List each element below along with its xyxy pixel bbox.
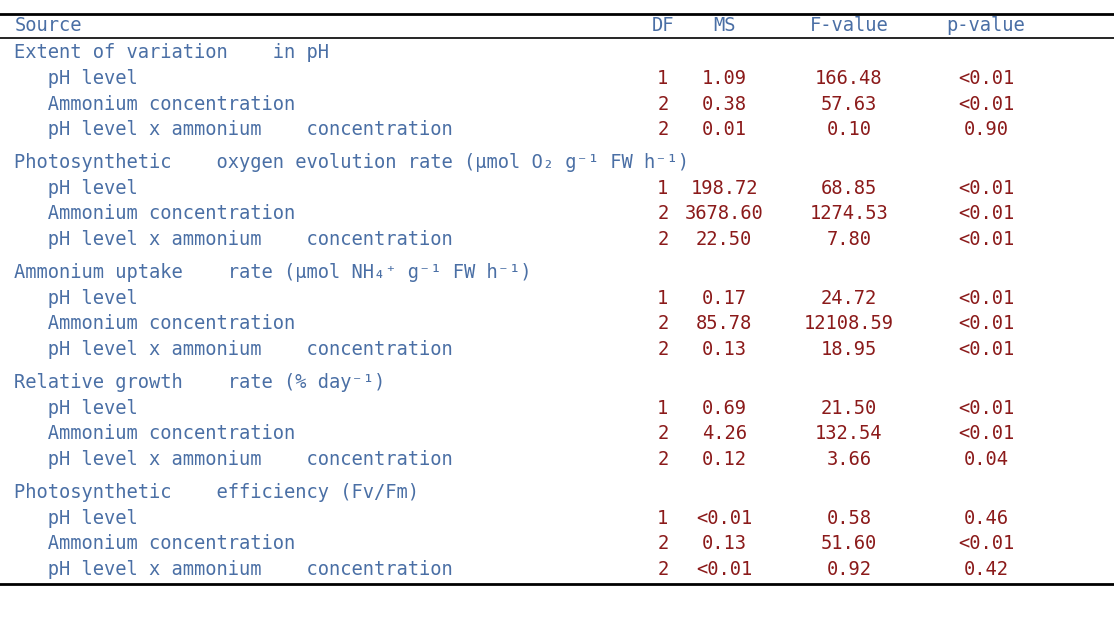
Text: 0.17: 0.17: [702, 289, 746, 308]
Text: 21.50: 21.50: [821, 399, 877, 418]
Text: 2: 2: [657, 120, 668, 139]
Text: pH level: pH level: [14, 179, 138, 198]
Text: <0.01: <0.01: [958, 424, 1014, 443]
Text: pH level x ammonium    concentration: pH level x ammonium concentration: [14, 120, 453, 139]
Text: 1: 1: [657, 509, 668, 528]
Text: <0.01: <0.01: [696, 560, 752, 579]
Text: <0.01: <0.01: [958, 289, 1014, 308]
Text: p-value: p-value: [947, 16, 1025, 35]
Text: Source: Source: [14, 16, 82, 35]
Text: <0.01: <0.01: [958, 179, 1014, 198]
Text: 22.50: 22.50: [696, 230, 752, 249]
Text: 198.72: 198.72: [691, 179, 758, 198]
Text: F-value: F-value: [810, 16, 888, 35]
Text: <0.01: <0.01: [958, 534, 1014, 553]
Text: 4.26: 4.26: [702, 424, 746, 443]
Text: pH level: pH level: [14, 289, 138, 308]
Text: 0.58: 0.58: [827, 509, 871, 528]
Text: pH level: pH level: [14, 399, 138, 418]
Text: MS: MS: [713, 16, 735, 35]
Text: 2: 2: [657, 314, 668, 334]
Text: 2: 2: [657, 424, 668, 443]
Text: Photosynthetic    efficiency (Fv/Fm): Photosynthetic efficiency (Fv/Fm): [14, 483, 420, 502]
Text: <0.01: <0.01: [958, 314, 1014, 334]
Text: pH level x ammonium    concentration: pH level x ammonium concentration: [14, 450, 453, 469]
Text: pH level x ammonium    concentration: pH level x ammonium concentration: [14, 230, 453, 249]
Text: 0.10: 0.10: [827, 120, 871, 139]
Text: Ammonium concentration: Ammonium concentration: [14, 204, 295, 224]
Text: 1: 1: [657, 289, 668, 308]
Text: 18.95: 18.95: [821, 340, 877, 359]
Text: 24.72: 24.72: [821, 289, 877, 308]
Text: 0.90: 0.90: [964, 120, 1008, 139]
Text: 3678.60: 3678.60: [685, 204, 763, 224]
Text: Ammonium concentration: Ammonium concentration: [14, 95, 295, 114]
Text: 0.46: 0.46: [964, 509, 1008, 528]
Text: pH level x ammonium    concentration: pH level x ammonium concentration: [14, 340, 453, 359]
Text: DF: DF: [652, 16, 674, 35]
Text: Extent of variation    in pH: Extent of variation in pH: [14, 43, 330, 63]
Text: <0.01: <0.01: [958, 230, 1014, 249]
Text: 7.80: 7.80: [827, 230, 871, 249]
Text: 85.78: 85.78: [696, 314, 752, 334]
Text: 0.13: 0.13: [702, 534, 746, 553]
Text: 0.13: 0.13: [702, 340, 746, 359]
Text: <0.01: <0.01: [958, 69, 1014, 88]
Text: <0.01: <0.01: [958, 95, 1014, 114]
Text: 1.09: 1.09: [702, 69, 746, 88]
Text: 2: 2: [657, 95, 668, 114]
Text: 132.54: 132.54: [815, 424, 882, 443]
Text: 0.69: 0.69: [702, 399, 746, 418]
Text: 68.85: 68.85: [821, 179, 877, 198]
Text: <0.01: <0.01: [958, 204, 1014, 224]
Text: 0.42: 0.42: [964, 560, 1008, 579]
Text: 3.66: 3.66: [827, 450, 871, 469]
Text: pH level: pH level: [14, 69, 138, 88]
Text: 0.92: 0.92: [827, 560, 871, 579]
Text: <0.01: <0.01: [958, 399, 1014, 418]
Text: 0.04: 0.04: [964, 450, 1008, 469]
Text: Ammonium concentration: Ammonium concentration: [14, 534, 295, 553]
Text: <0.01: <0.01: [958, 340, 1014, 359]
Text: 51.60: 51.60: [821, 534, 877, 553]
Text: 57.63: 57.63: [821, 95, 877, 114]
Text: Relative growth    rate (% day⁻¹): Relative growth rate (% day⁻¹): [14, 373, 385, 392]
Text: 0.38: 0.38: [702, 95, 746, 114]
Text: 2: 2: [657, 340, 668, 359]
Text: Photosynthetic    oxygen evolution rate (μmol O₂ g⁻¹ FW h⁻¹): Photosynthetic oxygen evolution rate (μm…: [14, 153, 690, 173]
Text: 1: 1: [657, 69, 668, 88]
Text: pH level: pH level: [14, 509, 138, 528]
Text: 12108.59: 12108.59: [804, 314, 893, 334]
Text: pH level x ammonium    concentration: pH level x ammonium concentration: [14, 560, 453, 579]
Text: 2: 2: [657, 230, 668, 249]
Text: 2: 2: [657, 534, 668, 553]
Text: 166.48: 166.48: [815, 69, 882, 88]
Text: Ammonium concentration: Ammonium concentration: [14, 424, 295, 443]
Text: 0.01: 0.01: [702, 120, 746, 139]
Text: 1: 1: [657, 399, 668, 418]
Text: 2: 2: [657, 450, 668, 469]
Text: Ammonium uptake    rate (μmol NH₄⁺ g⁻¹ FW h⁻¹): Ammonium uptake rate (μmol NH₄⁺ g⁻¹ FW h…: [14, 263, 532, 282]
Text: 1274.53: 1274.53: [810, 204, 888, 224]
Text: 2: 2: [657, 560, 668, 579]
Text: 2: 2: [657, 204, 668, 224]
Text: Ammonium concentration: Ammonium concentration: [14, 314, 295, 334]
Text: 1: 1: [657, 179, 668, 198]
Text: <0.01: <0.01: [696, 509, 752, 528]
Text: 0.12: 0.12: [702, 450, 746, 469]
